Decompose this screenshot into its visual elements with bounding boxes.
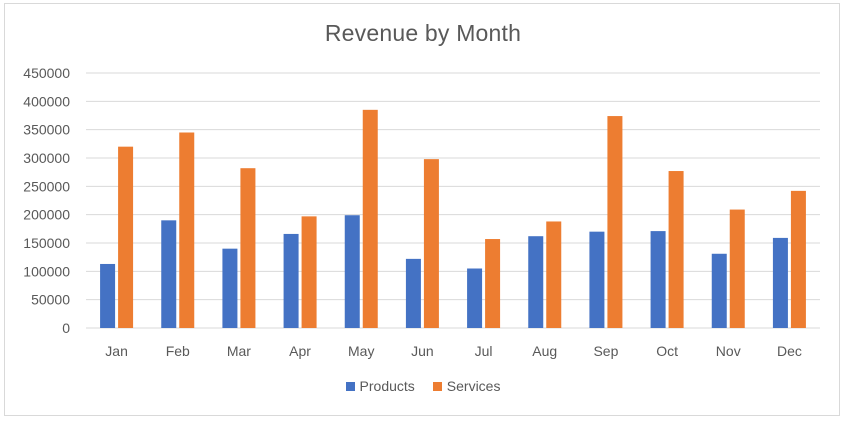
y-tick-label: 250000 — [23, 178, 70, 194]
x-tick-label: Mar — [227, 343, 251, 359]
legend-item-services: Services — [432, 378, 501, 394]
x-tick-label: Jun — [411, 343, 434, 359]
bar-services-oct — [668, 171, 684, 328]
chart-title: Revenue by Month — [324, 20, 522, 46]
gridlines — [86, 72, 820, 329]
bar-products-oct — [650, 231, 666, 328]
x-axis: Jan Feb Mar Apr May Jun Jul Aug Sep Oct Nov Dec — [105, 343, 802, 359]
x-tick-label: May — [348, 343, 374, 359]
y-tick-label: 50000 — [31, 292, 70, 308]
bar-services-dec — [790, 190, 806, 328]
bar-products-apr — [283, 233, 299, 328]
y-tick-label: 300000 — [23, 150, 70, 166]
bar-products-jun — [405, 258, 421, 328]
y-axis: 0 50000 100000 150000 200000 250000 300000 3500… — [23, 65, 70, 336]
bar-products-sep — [589, 231, 605, 328]
bar-products-mar — [222, 248, 238, 328]
bar-services-jul — [485, 239, 501, 328]
y-tick-label: 400000 — [23, 93, 70, 109]
x-tick-label: Jul — [475, 343, 493, 359]
y-tick-label: 450000 — [23, 65, 70, 81]
bar-products-jul — [467, 268, 483, 328]
bar-products-nov — [711, 253, 727, 328]
x-tick-label: Sep — [593, 343, 618, 359]
bar-services-aug — [546, 221, 562, 328]
legend-label-services: Services — [446, 378, 501, 394]
legend-label-products: Products — [359, 378, 415, 394]
y-tick-label: 100000 — [23, 263, 70, 279]
bar-services-nov — [729, 209, 745, 328]
bar-products-dec — [772, 237, 788, 328]
y-tick-label: 350000 — [23, 122, 70, 138]
bar-products-may — [344, 215, 360, 328]
bar-services-apr — [301, 216, 317, 328]
legend-swatch-products — [345, 381, 355, 391]
y-tick-label: 0 — [62, 320, 70, 336]
bar-services-feb — [179, 132, 195, 328]
x-tick-label: Aug — [532, 343, 557, 359]
x-tick-label: Apr — [289, 343, 311, 359]
y-tick-label: 200000 — [23, 207, 70, 223]
bar-services-jan — [118, 146, 134, 328]
bar-products-feb — [161, 220, 177, 328]
x-tick-label: Nov — [716, 343, 741, 359]
bars — [100, 109, 806, 328]
bar-services-mar — [240, 168, 256, 328]
bar-services-jun — [423, 159, 439, 328]
bar-products-jan — [100, 263, 116, 328]
legend-swatch-services — [432, 381, 442, 391]
bar-services-may — [362, 109, 378, 328]
x-tick-label: Feb — [166, 343, 190, 359]
bar-products-aug — [528, 236, 544, 328]
legend-item-products: Products — [345, 378, 415, 394]
y-tick-label: 150000 — [23, 235, 70, 251]
x-tick-label: Dec — [777, 343, 802, 359]
bar-services-sep — [607, 116, 623, 328]
x-tick-label: Jan — [105, 343, 128, 359]
legend: Products Services — [0, 378, 846, 394]
chart-frame — [4, 3, 840, 416]
x-tick-label: Oct — [656, 343, 678, 359]
